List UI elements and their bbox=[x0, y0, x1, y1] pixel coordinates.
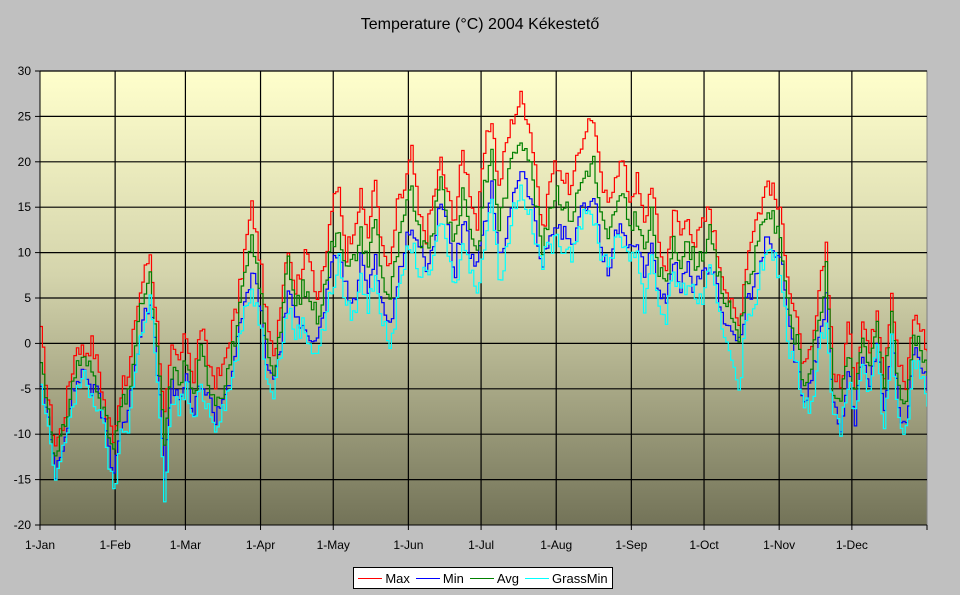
x-tick-label: 1-Jun bbox=[393, 538, 423, 552]
legend-label: Min bbox=[442, 570, 464, 586]
x-tick-label: 1-May bbox=[317, 538, 350, 552]
legend-swatch bbox=[525, 577, 550, 579]
series-line-min bbox=[40, 171, 927, 480]
chart-title: Temperature (°C) 2004 Kékestető bbox=[360, 16, 600, 33]
legend-swatch bbox=[358, 577, 383, 579]
y-tick-label: 20 bbox=[18, 155, 32, 169]
legend-item-avg: Avg bbox=[469, 570, 520, 586]
x-tick-label: 1-Jul bbox=[468, 538, 494, 552]
legend-label: GrassMin bbox=[552, 570, 608, 586]
y-tick-label: -5 bbox=[20, 382, 31, 396]
legend-item-max: Max bbox=[358, 571, 410, 586]
y-tick-label: 30 bbox=[18, 64, 32, 78]
x-tick-label: 1-Aug bbox=[540, 538, 572, 552]
legend-label: Max bbox=[385, 570, 410, 586]
legend: Max Min Avg GrassMin bbox=[353, 567, 613, 589]
series-line-avg bbox=[40, 142, 927, 457]
axes: 30 25 20 15 10 5 0 -5 -10 -15 -20 1-Jan 1-Feb 1-Mar 1-… bbox=[14, 64, 928, 552]
series-layer bbox=[40, 90, 927, 503]
y-tick-label: 0 bbox=[24, 336, 31, 350]
legend-item-grassmin: GrassMin bbox=[525, 571, 608, 586]
y-tick-label: 10 bbox=[18, 246, 32, 260]
x-tick-label: 1-Mar bbox=[170, 538, 201, 552]
x-tick-label: 1-Nov bbox=[763, 538, 795, 552]
y-tick-label: 5 bbox=[24, 291, 31, 305]
x-tick-label: 1-Dec bbox=[836, 538, 868, 552]
legend-swatch bbox=[469, 577, 494, 579]
legend-label: Avg bbox=[496, 570, 520, 586]
y-tick-label: -15 bbox=[14, 473, 32, 487]
series-line-max bbox=[40, 90, 927, 447]
series-line-grassmin bbox=[40, 184, 927, 503]
y-tick-label: -10 bbox=[14, 427, 32, 441]
x-tick-label: 1-Apr bbox=[246, 538, 275, 552]
y-tick-label: 15 bbox=[18, 200, 32, 214]
x-tick-label: 1-Jan bbox=[25, 538, 55, 552]
y-tick-label: 25 bbox=[18, 109, 32, 123]
x-tick-label: 1-Sep bbox=[615, 538, 647, 552]
x-tick-label: 1-Feb bbox=[99, 538, 131, 552]
legend-swatch bbox=[415, 577, 440, 579]
legend-item-min: Min bbox=[415, 570, 464, 586]
y-tick-label: -20 bbox=[14, 518, 32, 532]
x-tick-label: 1-Oct bbox=[689, 538, 719, 552]
